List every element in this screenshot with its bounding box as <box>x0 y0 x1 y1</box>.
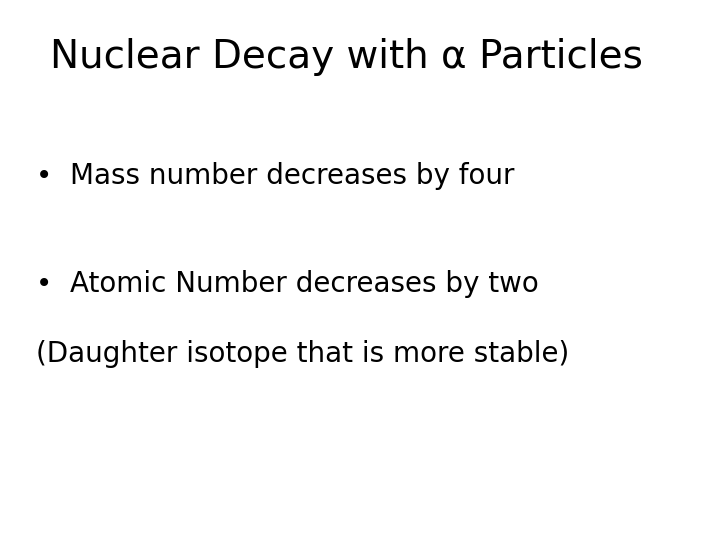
Text: •  Atomic Number decreases by two: • Atomic Number decreases by two <box>36 270 539 298</box>
Text: Nuclear Decay with α Particles: Nuclear Decay with α Particles <box>50 38 643 76</box>
Text: •  Mass number decreases by four: • Mass number decreases by four <box>36 162 515 190</box>
Text: (Daughter isotope that is more stable): (Daughter isotope that is more stable) <box>36 340 570 368</box>
